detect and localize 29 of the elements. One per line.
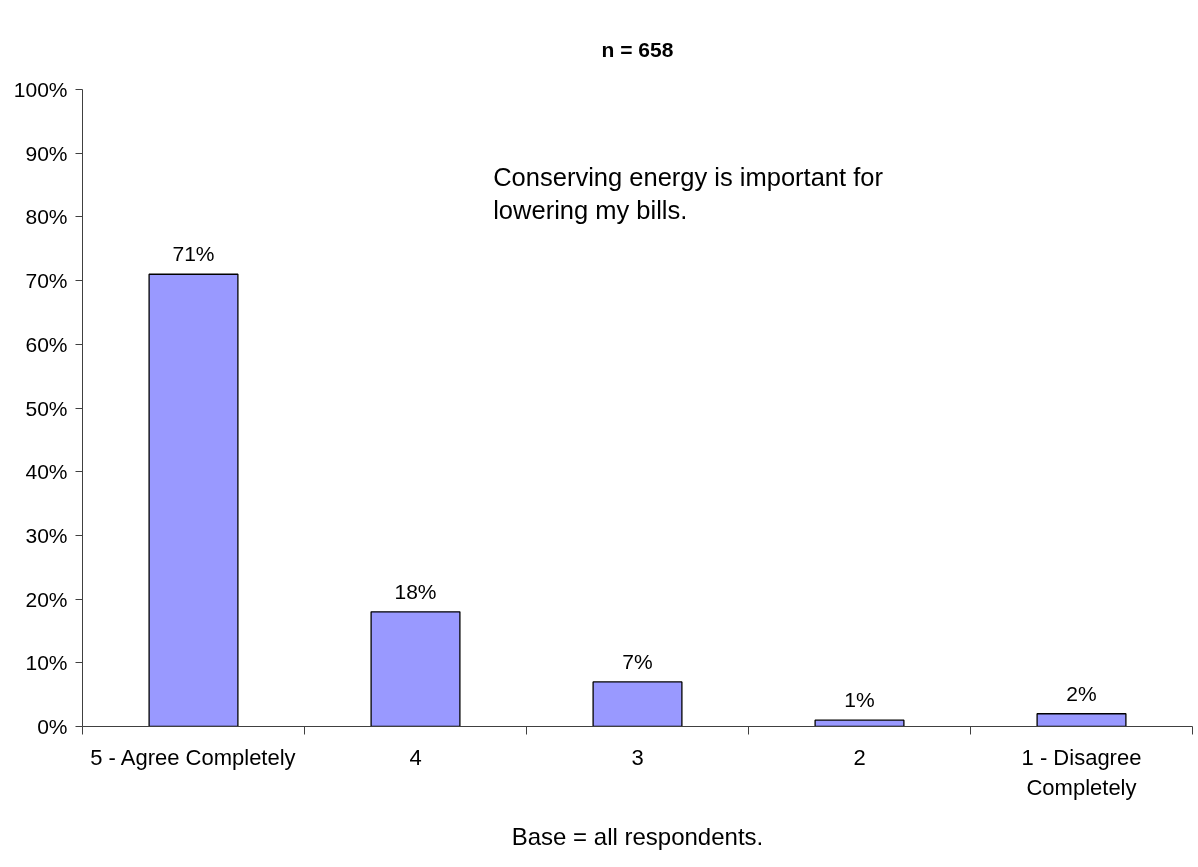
y-tick-label: 30%: [25, 523, 68, 547]
bar: [1036, 713, 1127, 727]
y-tick-label: 0%: [37, 715, 68, 738]
bar: [814, 719, 905, 727]
y-tick-label: 40%: [25, 460, 68, 484]
y-tick-label: 60%: [25, 332, 68, 356]
y-tick-label: 20%: [25, 587, 68, 611]
chart-title: n = 658: [601, 37, 674, 61]
bar: [148, 273, 239, 727]
y-tick-label: 50%: [25, 396, 68, 420]
y-tick-label: 10%: [25, 651, 68, 675]
y-tick-label: 70%: [25, 269, 68, 293]
bar: [592, 681, 683, 727]
data-label: 2%: [1066, 681, 1097, 705]
data-label: 7%: [622, 649, 653, 673]
annotation: Conserving energy is important for lowering my bills.: [493, 162, 884, 225]
x-tick-label: 2: [853, 744, 866, 770]
y-tick-label: 80%: [25, 205, 68, 229]
y-tick-label: 90%: [25, 141, 68, 165]
x-tick-label: 3: [631, 744, 644, 770]
y-tick-label: 100%: [13, 78, 68, 101]
x-tick-label: 4: [409, 744, 422, 770]
text: Base = all respondents.: [511, 822, 764, 850]
data-label: 18%: [394, 579, 437, 603]
data-label: 71%: [172, 242, 215, 266]
data-label: 1%: [844, 688, 875, 712]
x-tick-label: 5 - Agree Completely: [90, 744, 296, 770]
bar: [370, 611, 461, 727]
x-tick-label: 1 - Disagree Completely: [1021, 744, 1142, 800]
